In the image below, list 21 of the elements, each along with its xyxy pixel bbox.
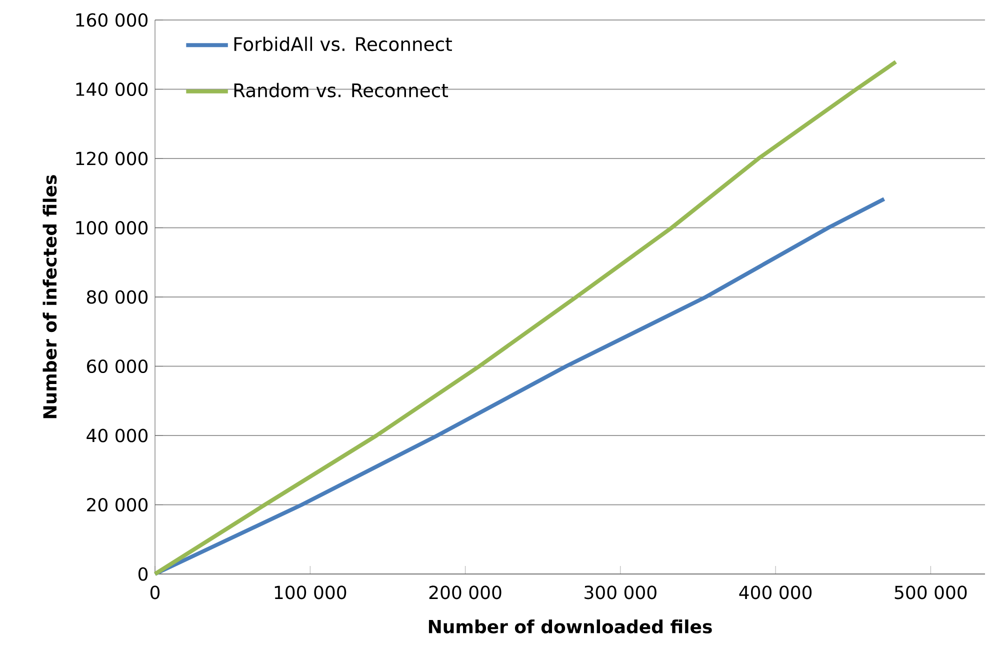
y-axis-title: Number of infected files: [42, 175, 57, 418]
x-axis-title: Number of downloaded files: [428, 619, 712, 634]
line-series: [153, 60, 898, 576]
y-tick-label: 20 000: [87, 498, 148, 512]
y-tick-label: 160 000: [76, 13, 148, 27]
y-tick-label: 60 000: [87, 359, 148, 374]
x-tick-label: 400 000: [739, 586, 812, 600]
y-tick-label: 120 000: [76, 152, 148, 166]
x-tick-label: 100 000: [274, 586, 346, 600]
line-series: [153, 197, 886, 576]
x-tick-label: 0: [150, 586, 160, 600]
y-tick-label: 140 000: [76, 82, 148, 96]
y-tick-label: 80 000: [86, 290, 148, 304]
x-tick-label: 500 000: [894, 586, 967, 600]
x-tick-label: 200 000: [429, 586, 502, 600]
x-tick-label: 300 000: [584, 586, 656, 600]
y-tick-label: 0: [138, 567, 148, 581]
legend-label: ForbidAll vs. Reconnect: [234, 36, 452, 52]
y-tick-label: 100 000: [76, 220, 148, 235]
legend-label: Random vs. Reconnect: [234, 82, 448, 98]
y-tick-label: 40 000: [86, 428, 148, 442]
